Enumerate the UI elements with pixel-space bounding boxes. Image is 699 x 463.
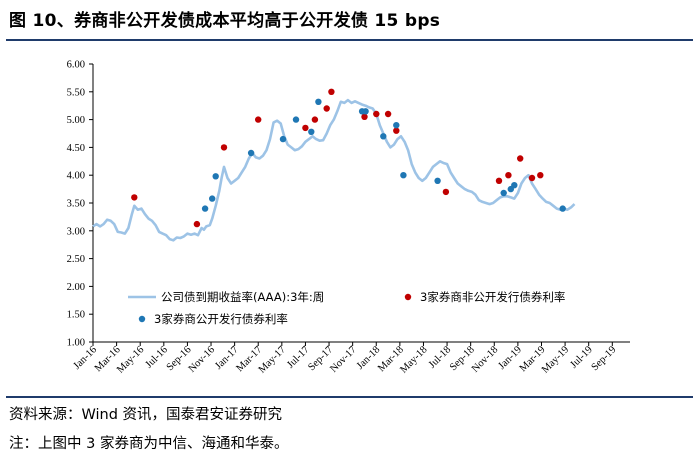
- private-rate-point: [517, 155, 524, 162]
- source-note: 资料来源：Wind 资讯，国泰君安证券研究: [9, 407, 283, 423]
- legend-label-line: 公司债到期收益率(AAA):3年:周: [161, 290, 324, 304]
- public-rate-point: [315, 98, 322, 106]
- y-tick-label: 3.50: [67, 199, 85, 210]
- x-tick-label: Sep-19: [590, 344, 619, 373]
- y-tick-label: 5.50: [67, 87, 85, 98]
- private-rate-point: [505, 172, 512, 179]
- public-rate-point: [279, 135, 287, 143]
- legend-public-swatch: [138, 315, 146, 323]
- public-rate-point: [201, 205, 209, 212]
- x-tick-label: Nov-17: [328, 344, 358, 374]
- private-rate-point: [323, 105, 330, 112]
- public-rate-point: [393, 122, 400, 129]
- x-tick-label: Nov-18: [470, 344, 500, 374]
- private-rate-point: [373, 110, 380, 118]
- public-rate-point: [500, 189, 507, 197]
- legend-label-private: 3家券商非公开发行债券利率: [420, 290, 565, 304]
- public-rate-point: [434, 177, 441, 184]
- y-tick-label: 6.00: [67, 60, 85, 71]
- y-tick-label: 3.00: [67, 226, 85, 237]
- y-tick-label: 1.00: [67, 338, 85, 349]
- y-tick-label: 4.00: [67, 171, 85, 182]
- y-tick-label: 2.50: [67, 254, 85, 265]
- private-rate-point: [361, 113, 368, 121]
- title-rule: [6, 39, 693, 41]
- x-tick-label: Nov-16: [187, 344, 217, 374]
- private-rate-point: [220, 144, 228, 151]
- public-rate-point: [380, 133, 387, 140]
- private-rate-point: [393, 127, 400, 134]
- private-rate-point: [384, 110, 392, 118]
- public-rate-point: [362, 108, 369, 115]
- x-tick-label: May-19: [540, 344, 571, 375]
- private-rate-point: [442, 188, 450, 196]
- private-rate-point: [537, 172, 544, 179]
- private-rate-point: [311, 116, 319, 123]
- footnote: 注：上图中 3 家券商为中信、海通和华泰。: [9, 436, 289, 452]
- private-rate-point: [328, 88, 335, 96]
- y-tick-label: 2.00: [67, 282, 85, 293]
- public-rate-point: [247, 149, 255, 157]
- private-rate-point: [302, 124, 309, 132]
- public-rate-point: [209, 195, 216, 202]
- public-rate-point: [400, 172, 407, 179]
- x-tick-label: May-17: [257, 344, 288, 375]
- private-rate-point: [495, 177, 503, 184]
- x-tick-label: May-18: [398, 344, 429, 375]
- legend-label-public: 3家券商公开发行债券利率: [154, 312, 288, 326]
- private-rate-point: [528, 174, 536, 182]
- x-tick-label: May-16: [115, 344, 146, 375]
- legend-private-swatch: [404, 293, 412, 301]
- figure-title: 图 10、券商非公开发债成本平均高于公开发债 15 bps: [9, 11, 441, 31]
- yield-line: [92, 98, 576, 242]
- y-tick-label: 5.00: [67, 115, 85, 126]
- public-rate-point: [292, 116, 300, 123]
- public-rate-point: [559, 205, 566, 212]
- private-rate-point: [255, 116, 262, 123]
- public-rate-point: [308, 128, 315, 135]
- private-rate-point: [131, 194, 138, 201]
- private-rate-point: [193, 220, 201, 228]
- y-tick-label: 1.50: [67, 310, 85, 321]
- public-rate-point: [212, 173, 219, 180]
- public-rate-point: [511, 182, 518, 189]
- y-tick-label: 4.50: [67, 143, 85, 154]
- source-rule: [6, 396, 693, 398]
